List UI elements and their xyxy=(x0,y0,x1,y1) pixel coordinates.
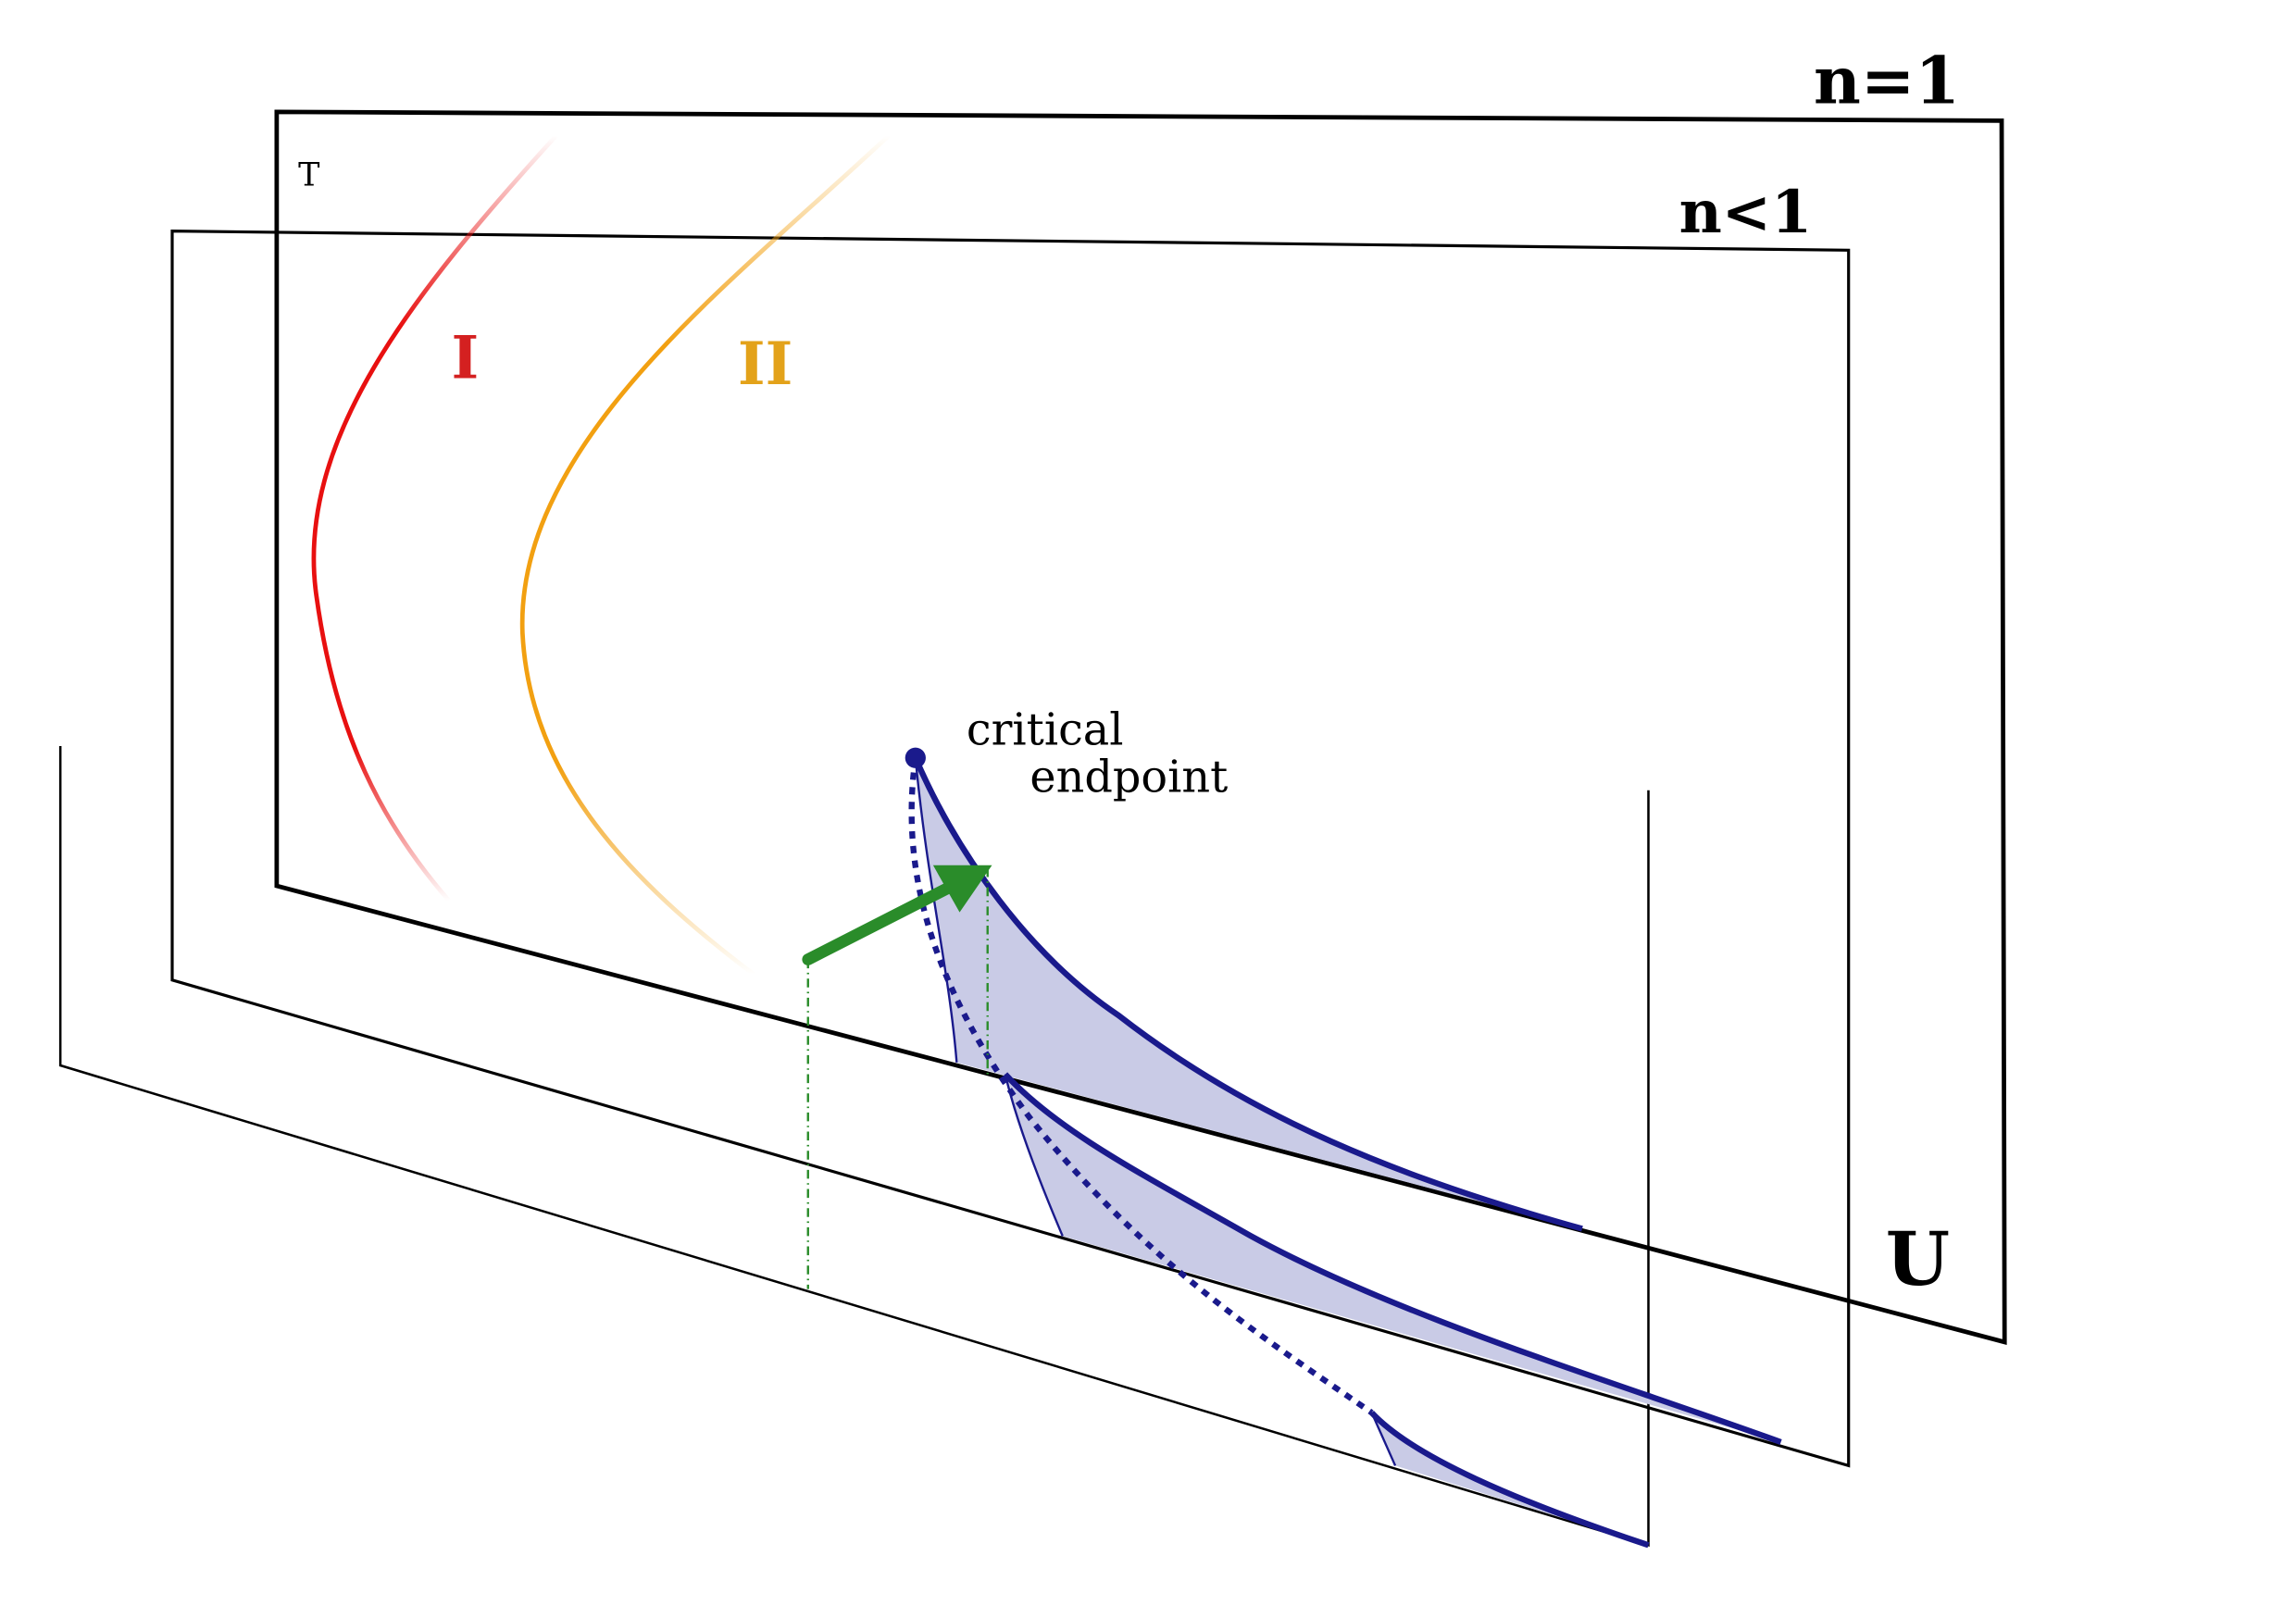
critical-label: critical xyxy=(967,704,1124,755)
critical-label: endpoint xyxy=(1029,752,1228,803)
plane-label: n=1 xyxy=(1814,43,1960,118)
wedge-top xyxy=(915,757,1582,1229)
plane-label: n<1 xyxy=(1679,177,1813,246)
plane-n1 xyxy=(274,109,2007,1345)
wedge-bottom xyxy=(1371,1413,1649,1546)
arrow-head xyxy=(932,865,992,913)
wedge-mid-edge xyxy=(1003,1072,1782,1445)
axis-label: U xyxy=(1886,1215,1950,1302)
wedge-top-edge xyxy=(912,756,1583,1232)
region-label: I xyxy=(451,323,479,392)
dotted-line xyxy=(908,757,1374,1415)
region-label: II xyxy=(738,329,792,398)
wedge-top-lower xyxy=(914,757,958,1063)
plane-front xyxy=(58,746,1650,1547)
curve-ii xyxy=(519,133,891,977)
axis-label: T xyxy=(298,156,319,193)
plane-n-lt-1 xyxy=(170,230,1851,1468)
curve-i xyxy=(311,133,558,902)
wedge-bottom-lower xyxy=(1370,1412,1397,1466)
critical-point xyxy=(905,747,926,768)
wedge-bottom-edge xyxy=(1369,1411,1650,1549)
arrow-shaft xyxy=(802,881,955,965)
